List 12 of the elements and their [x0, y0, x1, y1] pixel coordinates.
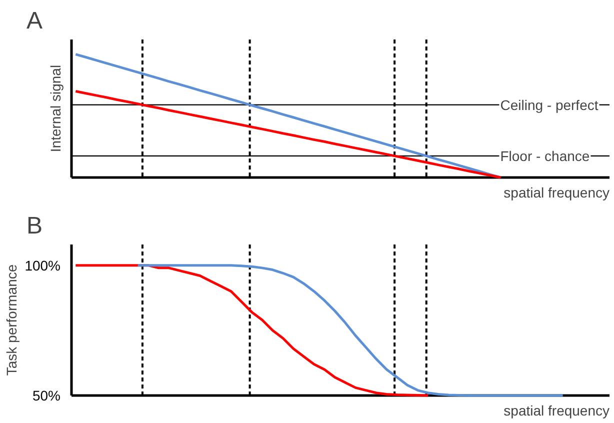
y-axis-title: Internal signal [48, 64, 64, 152]
x-axis-title: spatial frequency [504, 184, 610, 200]
ref-line-label: Ceiling - perfect [500, 96, 598, 113]
chart-title: A [26, 8, 43, 34]
x-axis-title: spatial frequency [504, 402, 610, 418]
y-tick-label: 50% [32, 388, 61, 404]
ref-line-label: Floor - chance [500, 148, 590, 164]
line-series [74, 264, 430, 397]
y-tick-label: 100% [24, 257, 61, 274]
chart-title: B [26, 212, 43, 240]
y-axis-title: Task performance [4, 264, 20, 376]
line-series [136, 264, 564, 397]
